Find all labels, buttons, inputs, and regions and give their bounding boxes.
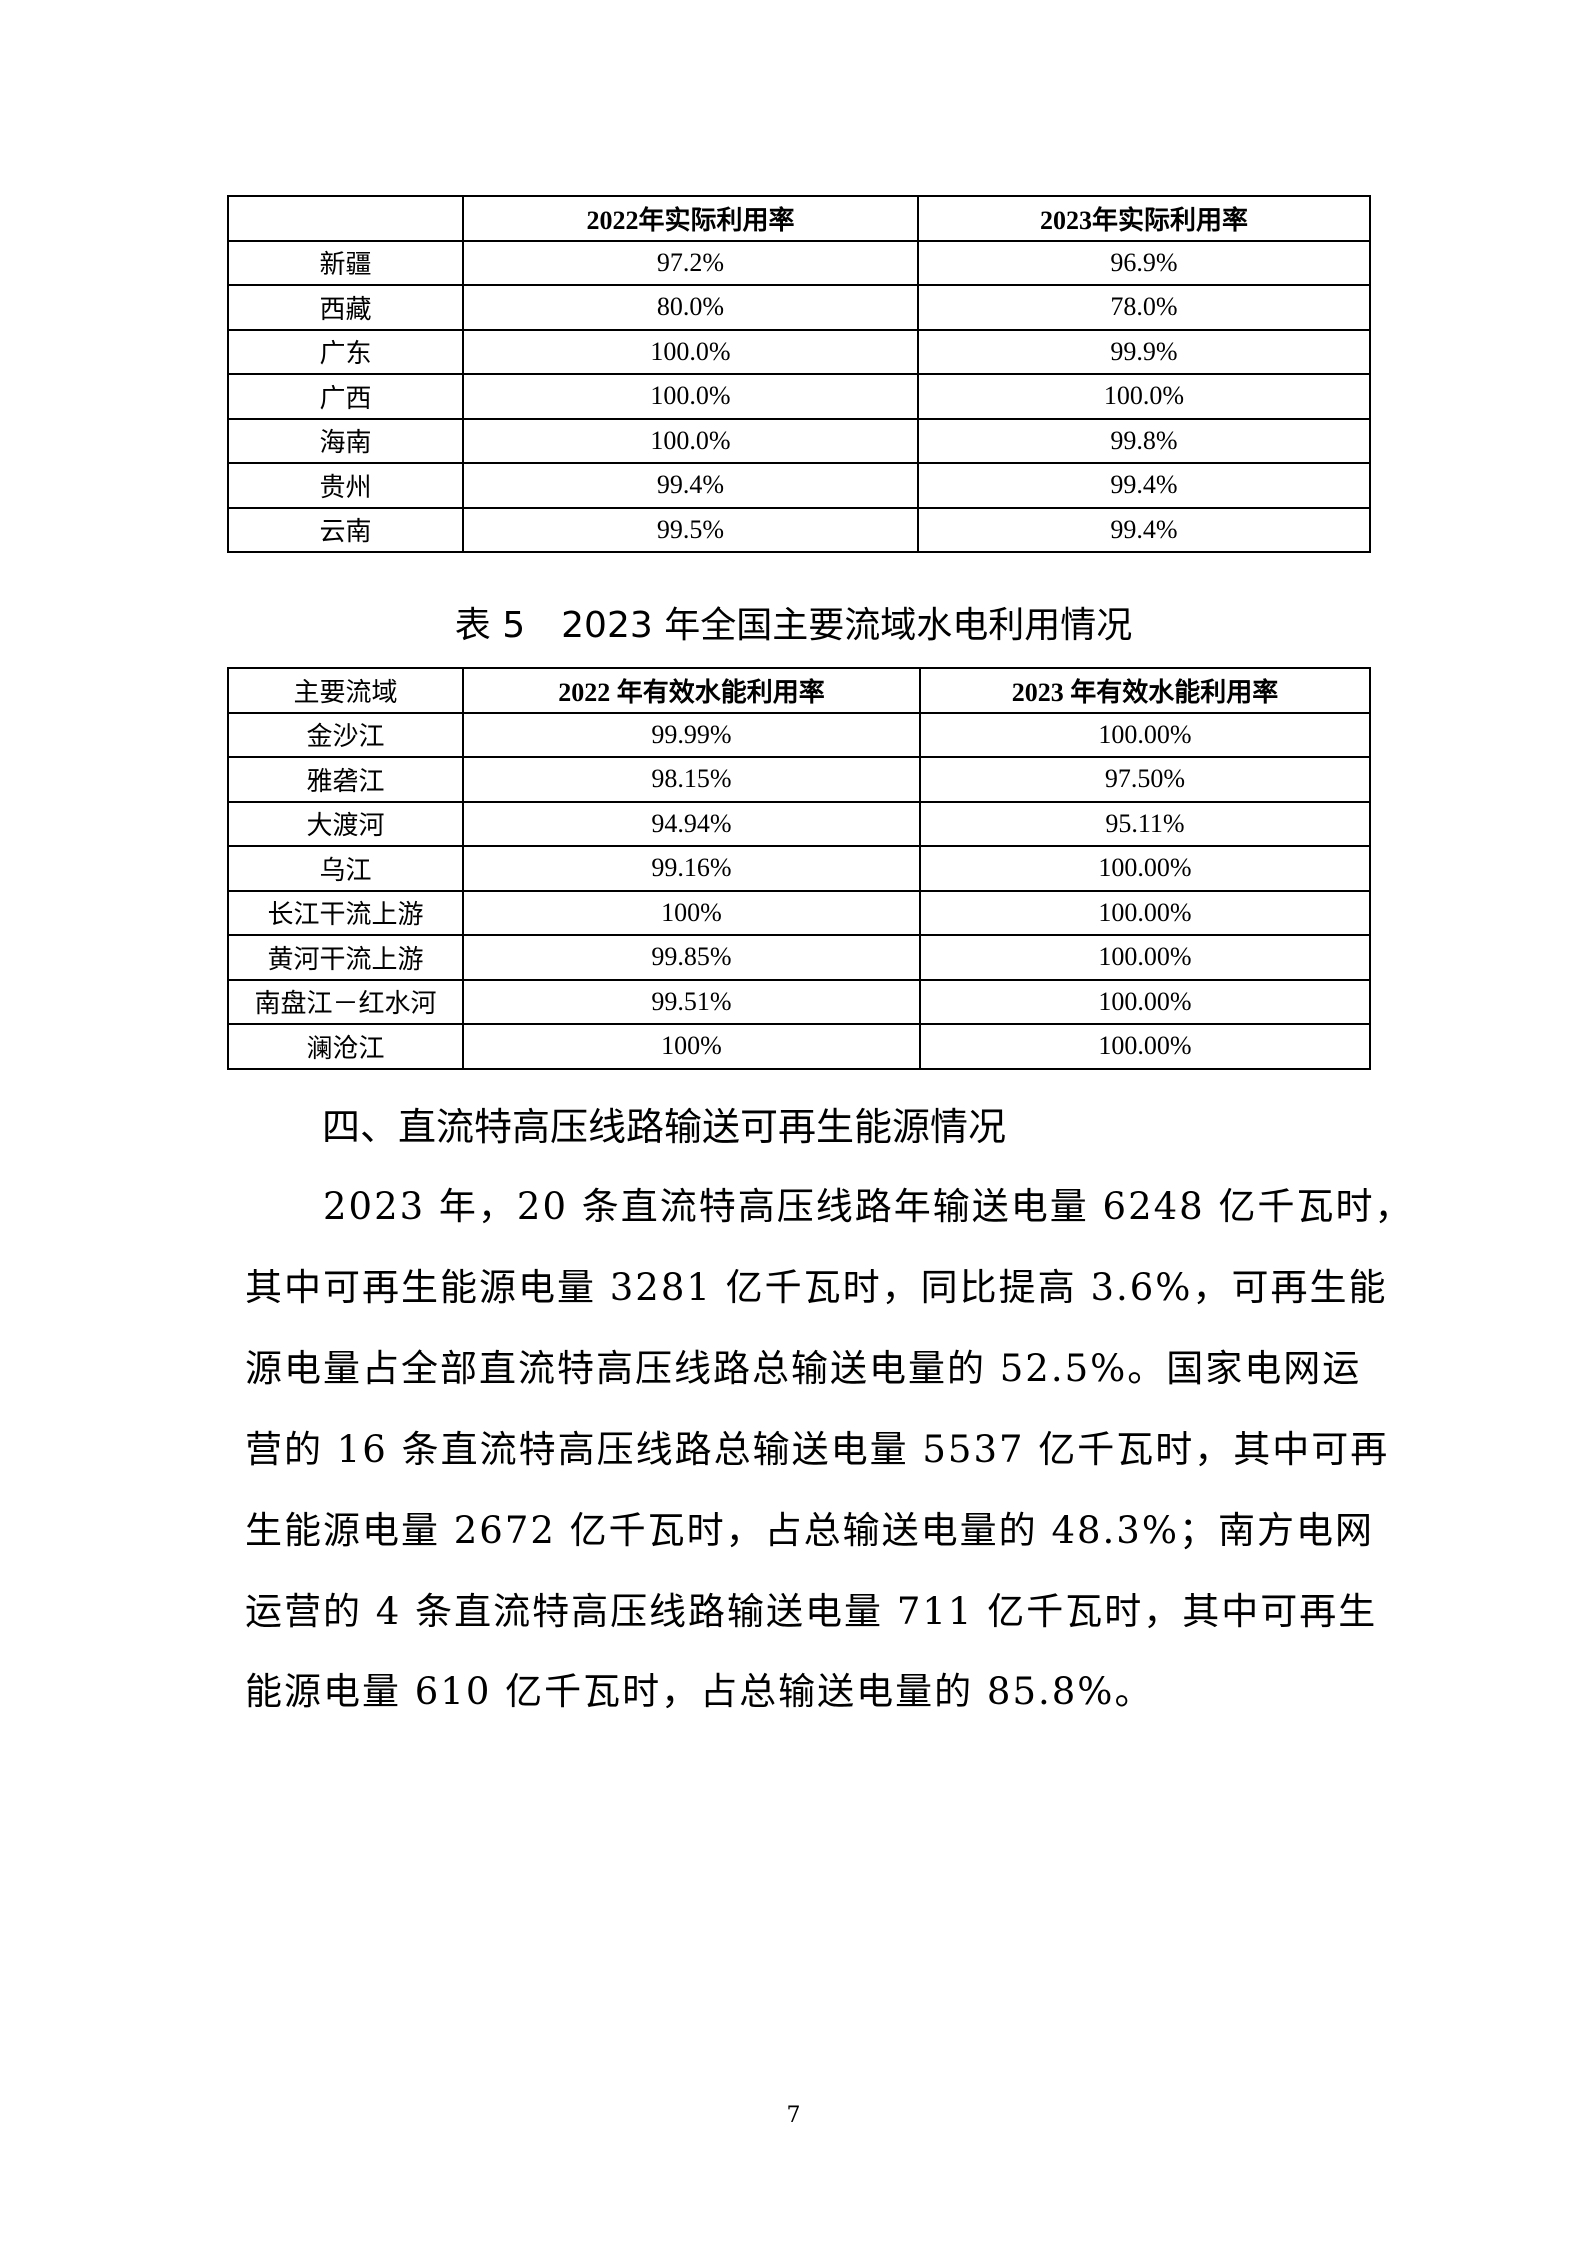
column-header: 2023年实际利用率 bbox=[917, 195, 1371, 242]
row-label: 广西 bbox=[227, 373, 464, 420]
row-label: 云南 bbox=[227, 506, 464, 553]
column-header: 主要流域 bbox=[227, 667, 464, 714]
table-cell: 99.8% bbox=[917, 417, 1371, 464]
paragraph-line: 运营的 4 条直流特高压线路输送电量 711 亿千瓦时，其中可再生 bbox=[245, 1590, 1378, 1633]
table-province-utilization: 2022年实际利用率 2023年实际利用率 新疆 97.2% 96.9% 西藏 80.0% 7… bbox=[227, 195, 1371, 553]
paragraph-line: 生能源电量 2672 亿千瓦时，占总输送电量的 48.3%；南方电网 bbox=[245, 1509, 1374, 1552]
table-cell: 99.4% bbox=[917, 506, 1371, 553]
row-label: 黄河干流上游 bbox=[227, 934, 464, 981]
table-cell: 98.15% bbox=[462, 756, 921, 803]
table-cell: 99.85% bbox=[462, 934, 921, 981]
table-cell: 99.5% bbox=[462, 506, 919, 553]
table-cell: 99.4% bbox=[917, 462, 1371, 509]
paragraph-line: 2023 年，20 条直流特高压线路年输送电量 6248 亿千瓦时， bbox=[323, 1185, 1414, 1228]
table-row: 新疆 97.2% 96.9% bbox=[227, 239, 1371, 286]
table-cell: 99.4% bbox=[462, 462, 919, 509]
table-row: 大渡河 94.94% 95.11% bbox=[227, 800, 1371, 847]
table-row: 西藏 80.0% 78.0% bbox=[227, 284, 1371, 331]
table-row: 海南 100.0% 99.8% bbox=[227, 417, 1371, 464]
table-cell: 95.11% bbox=[919, 800, 1371, 847]
paragraph-line: 源电量占全部直流特高压线路总输送电量的 52.5%。国家电网运 bbox=[245, 1347, 1362, 1390]
table-row: 金沙江 99.99% 100.00% bbox=[227, 711, 1371, 758]
table-cell: 99.9% bbox=[917, 328, 1371, 375]
table-cell: 100.0% bbox=[917, 373, 1371, 420]
row-label: 贵州 bbox=[227, 462, 464, 509]
row-label: 雅砻江 bbox=[227, 756, 464, 803]
row-label: 西藏 bbox=[227, 284, 464, 331]
table-cell: 100.0% bbox=[462, 417, 919, 464]
row-label: 澜沧江 bbox=[227, 1023, 464, 1070]
table-cell: 97.2% bbox=[462, 239, 919, 286]
table-header-row: 主要流域 2022 年有效水能利用率 2023 年有效水能利用率 bbox=[227, 667, 1371, 714]
table-header-row: 2022年实际利用率 2023年实际利用率 bbox=[227, 195, 1371, 242]
table-row: 长江干流上游 100% 100.00% bbox=[227, 889, 1371, 936]
table-cell: 100% bbox=[462, 889, 921, 936]
column-header: 2022 年有效水能利用率 bbox=[462, 667, 921, 714]
page-number: 7 bbox=[786, 2103, 801, 2128]
table-row: 雅砻江 98.15% 97.50% bbox=[227, 756, 1371, 803]
table-cell: 94.94% bbox=[462, 800, 921, 847]
column-header: 2023 年有效水能利用率 bbox=[919, 667, 1371, 714]
table-row: 广西 100.0% 100.0% bbox=[227, 373, 1371, 420]
table-cell: 100.0% bbox=[462, 328, 919, 375]
table-basin-hydro-utilization: 主要流域 2022 年有效水能利用率 2023 年有效水能利用率 金沙江 99.99% 1… bbox=[227, 667, 1371, 1070]
table-cell: 100.00% bbox=[919, 845, 1371, 892]
row-label: 乌江 bbox=[227, 845, 464, 892]
table-row: 南盘江－红水河 99.51% 100.00% bbox=[227, 978, 1371, 1025]
table-cell: 96.9% bbox=[917, 239, 1371, 286]
paragraph-line: 其中可再生能源电量 3281 亿千瓦时，同比提高 3.6%，可再生能 bbox=[245, 1266, 1388, 1309]
table-cell: 99.16% bbox=[462, 845, 921, 892]
table-cell: 100.00% bbox=[919, 711, 1371, 758]
table-cell: 100.00% bbox=[919, 934, 1371, 981]
table-cell: 100.0% bbox=[462, 373, 919, 420]
table5-caption: 表 5 2023 年全国主要流域水电利用情况 bbox=[454, 605, 1133, 646]
table-row: 乌江 99.16% 100.00% bbox=[227, 845, 1371, 892]
table-row: 黄河干流上游 99.85% 100.00% bbox=[227, 934, 1371, 981]
row-label: 大渡河 bbox=[227, 800, 464, 847]
row-label: 南盘江－红水河 bbox=[227, 978, 464, 1025]
table-cell: 99.99% bbox=[462, 711, 921, 758]
column-header bbox=[227, 195, 464, 242]
table-cell: 100.00% bbox=[919, 978, 1371, 1025]
paragraph-line: 营的 16 条直流特高压线路总输送电量 5537 亿千瓦时，其中可再 bbox=[245, 1428, 1390, 1471]
row-label: 新疆 bbox=[227, 239, 464, 286]
table-row: 贵州 99.4% 99.4% bbox=[227, 462, 1371, 509]
table-cell: 99.51% bbox=[462, 978, 921, 1025]
table-cell: 97.50% bbox=[919, 756, 1371, 803]
table-cell: 78.0% bbox=[917, 284, 1371, 331]
row-label: 广东 bbox=[227, 328, 464, 375]
row-label: 海南 bbox=[227, 417, 464, 464]
table-row: 广东 100.0% 99.9% bbox=[227, 328, 1371, 375]
table-cell: 100.00% bbox=[919, 1023, 1371, 1070]
row-label: 金沙江 bbox=[227, 711, 464, 758]
table-row: 澜沧江 100% 100.00% bbox=[227, 1023, 1371, 1070]
table-cell: 100.00% bbox=[919, 889, 1371, 936]
column-header: 2022年实际利用率 bbox=[462, 195, 919, 242]
table-row: 云南 99.5% 99.4% bbox=[227, 506, 1371, 553]
table-cell: 100% bbox=[462, 1023, 921, 1070]
row-label: 长江干流上游 bbox=[227, 889, 464, 936]
table-cell: 80.0% bbox=[462, 284, 919, 331]
section-heading: 四、直流特高压线路输送可再生能源情况 bbox=[322, 1105, 1007, 1149]
paragraph-line: 能源电量 610 亿千瓦时，占总输送电量的 85.8%。 bbox=[245, 1670, 1154, 1713]
